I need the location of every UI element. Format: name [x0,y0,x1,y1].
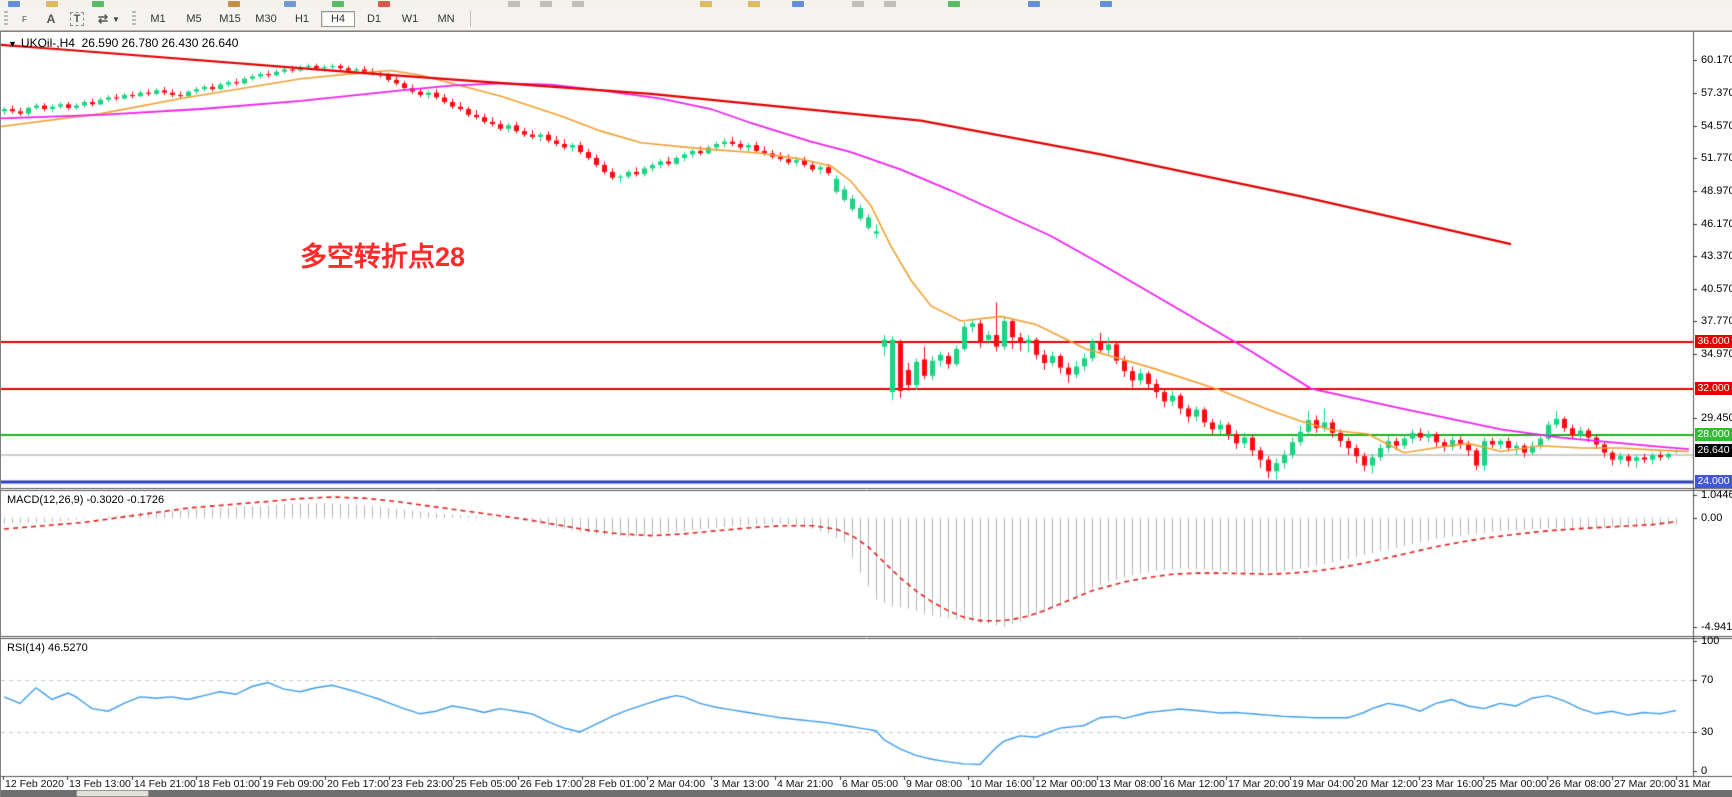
scrollbar-thumb[interactable] [76,790,149,797]
price-axis-label: 34.970 [1701,348,1732,360]
price-axis-label: 60.170 [1701,54,1732,66]
toolbar-icon-fragment[interactable] [8,1,20,7]
rsi-axis-label: 100 [1701,635,1720,647]
price-axis-label: 40.570 [1701,283,1732,295]
toolbar-icon-fragment[interactable] [228,1,240,7]
chart-text-annotation[interactable]: 多空转折点28 [300,242,466,272]
rsi-axis-label: 0 [1701,765,1708,777]
price-axis-label: 46.170 [1701,218,1732,230]
text-label-tool-icon[interactable]: T [65,9,89,29]
time-axis-label: 16 Mar 12:00 [1163,778,1225,790]
chart-title[interactable]: ▼ UKOil-,H4 26.590 26.780 26.430 26.640 [8,36,238,50]
time-axis-label: 19 Feb 09:00 [262,778,324,790]
toolbar-icon-fragment[interactable] [46,1,58,7]
price-axis-label: 43.370 [1701,250,1732,262]
toolbar-icon-fragment[interactable] [1100,1,1112,7]
macd-axis-label: 1.0446 [1701,489,1732,501]
toolbar-icon-fragment[interactable] [792,1,804,7]
time-axis-label: 27 Mar 20:00 [1614,778,1676,790]
toolbar-separator [470,11,471,27]
price-axis-label: 37.770 [1701,315,1732,327]
price-level-badge: 24.000 [1695,475,1732,488]
time-axis-label: 9 Mar 08:00 [906,778,963,790]
horizontal-scrollbar[interactable] [1,790,1732,797]
time-axis-label: 23 Feb 23:00 [391,778,453,790]
toolbar-icon-fragment[interactable] [948,1,960,7]
timeframe-button-M1[interactable]: M1 [150,13,166,25]
chart-symbol-timeframe: UKOil-,H4 [20,36,75,50]
current-price-badge: 26.640 [1695,444,1732,457]
toolbar-icon-fragment[interactable] [508,1,520,7]
toolbar-icon-fragment[interactable] [332,1,344,7]
time-axis-label: 14 Feb 21:00 [134,778,196,790]
toolbar-icon-fragment[interactable] [540,1,552,7]
toolbar-icon-fragment[interactable] [378,1,390,7]
fibonacci-tool-icon[interactable]: F [22,14,28,24]
toolbar-icon-fragment[interactable] [852,1,864,7]
timeframe-button-H4[interactable]: H4 [321,11,355,27]
timeframe-button-D1[interactable]: D1 [366,13,382,25]
timeframe-button-M30[interactable]: M30 [255,13,277,25]
time-axis-label: 26 Mar 08:00 [1549,778,1611,790]
price-level-badge: 28.000 [1695,428,1732,441]
arrows-tool-icon[interactable]: ⇄ [97,12,109,26]
price-axis-label: 48.970 [1701,185,1732,197]
time-axis-label: 3 Mar 13:00 [713,778,770,790]
time-axis-label: 10 Mar 16:00 [970,778,1032,790]
price-axis-label: 29.450 [1701,412,1732,424]
toolbar-icon-fragment[interactable] [748,1,760,7]
timeframe-button-M5[interactable]: M5 [186,13,202,25]
price-chart-canvas[interactable] [1,32,1732,797]
text-tool-icon[interactable]: A [46,12,56,26]
time-axis-label: 13 Mar 08:00 [1099,778,1161,790]
toolbar-icon-fragment[interactable] [700,1,712,7]
timeframe-button-MN[interactable]: MN [437,13,455,25]
macd-axis-label: 0.00 [1701,512,1723,524]
toolbar-grip[interactable] [4,11,8,27]
time-axis-label: 12 Feb 2020 [5,778,64,790]
toolbar-icon-fragment[interactable] [92,1,104,7]
time-axis-label: 28 Feb 01:00 [584,778,646,790]
time-axis-label: 25 Mar 00:00 [1485,778,1547,790]
time-axis-label: 4 Mar 21:00 [777,778,834,790]
timeframe-button-M15[interactable]: M15 [219,13,241,25]
price-axis-label: 51.770 [1701,152,1732,164]
toolbar-icon-fragment[interactable] [284,1,296,7]
chart-ohlc-readout: 26.590 26.780 26.430 26.640 [81,36,239,50]
time-axis-label: 12 Mar 00:00 [1035,778,1097,790]
time-axis-label: 13 Feb 13:00 [69,778,131,790]
time-axis-label: 20 Mar 12:00 [1356,778,1418,790]
arrows-dropdown-caret-icon[interactable]: ▼ [112,14,120,24]
toolbar-icon-fragment[interactable] [572,1,584,7]
time-axis-label: 20 Feb 17:00 [327,778,389,790]
time-axis-label: 17 Mar 20:00 [1228,778,1290,790]
time-axis-label: 2 Mar 04:00 [649,778,706,790]
timeframe-button-group: M1 M5 M15 M30 H1 H4 D1 W1 MN [140,11,464,27]
rsi-indicator-label: RSI(14) 46.5270 [7,642,88,654]
rsi-axis-label: 70 [1701,674,1714,686]
price-axis-label: 54.570 [1701,120,1732,132]
price-level-badge: 32.000 [1695,382,1732,395]
time-axis-label: 26 Feb 17:00 [520,778,582,790]
price-axis-label: 57.370 [1701,87,1732,99]
chart-dropdown-icon[interactable]: ▼ [8,39,17,49]
timeframe-button-H1[interactable]: H1 [294,13,310,25]
macd-axis-label: -4.9417 [1701,621,1732,633]
toolbar-icon-fragment[interactable] [884,1,896,7]
price-level-badge: 36.000 [1695,335,1732,348]
time-axis-label: 19 Mar 04:00 [1292,778,1354,790]
time-axis-label: 6 Mar 05:00 [842,778,899,790]
line-studies-toolbar: F A T ⇄ ▼ M1 M5 M15 M30 H1 H4 D1 W1 MN [0,8,1732,31]
rsi-axis-label: 30 [1701,726,1714,738]
time-axis-label: 18 Feb 01:00 [198,778,260,790]
chart-window: ▼ UKOil-,H4 26.590 26.780 26.430 26.640 多… [0,31,1732,797]
toolbar-icon-fragment[interactable] [1028,1,1040,7]
time-axis-label: 25 Feb 05:00 [455,778,517,790]
timeframe-button-W1[interactable]: W1 [401,13,419,25]
toolbar-grip[interactable] [132,11,136,27]
time-axis-label: 23 Mar 16:00 [1421,778,1483,790]
macd-indicator-label: MACD(12,26,9) -0.3020 -0.1726 [7,494,165,506]
